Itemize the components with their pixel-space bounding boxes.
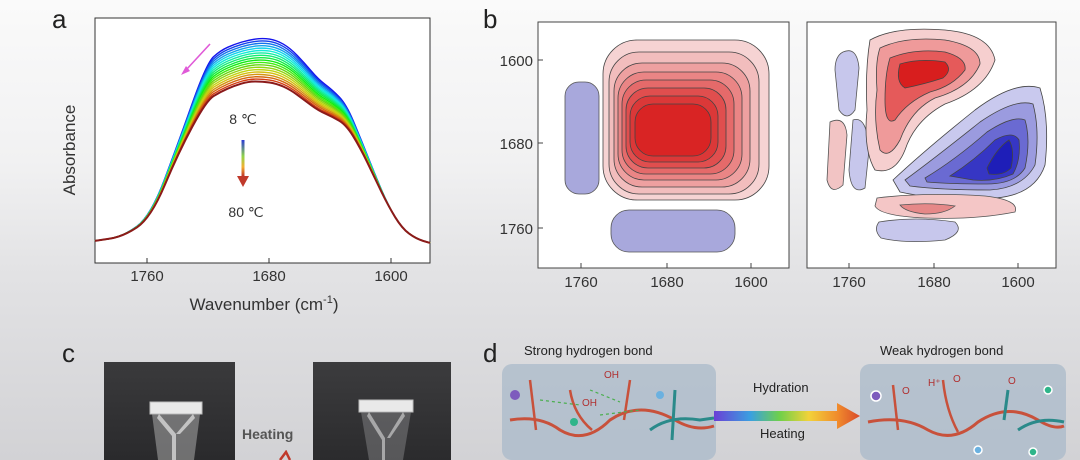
weak-hbond-title: Weak hydrogen bond (880, 343, 1004, 358)
ftir-spectra-group (94, 37, 431, 244)
ftir-ylabel: Absorbance (60, 105, 79, 196)
panel-letter-a: a (52, 4, 67, 34)
map-ytick-label: 1600 (500, 53, 533, 70)
map-ytick-label: 1760 (500, 221, 533, 238)
temp-label-high: 8 ℃ (229, 111, 256, 127)
ftir-xtick-label: 1760 (130, 268, 163, 285)
svg-text:O: O (902, 386, 910, 397)
trend-arrow (181, 43, 211, 75)
weak-hbond-schematic: O O O H⁺ (860, 364, 1066, 460)
correlation-maps: 1600 1680 1760 1760 1680 1600 1760 1680 … (500, 21, 1057, 291)
async-xtick-label: 1760 (832, 274, 865, 291)
map-ytick-label: 1680 (500, 136, 533, 153)
sync-xtick-label: 1600 (734, 274, 767, 291)
svg-text:O: O (953, 374, 961, 385)
ftir-xtick-label: 1600 (374, 268, 407, 285)
hydration-arrow (714, 403, 860, 429)
async-map-contours (826, 28, 1048, 242)
ftir-xtick-label: 1680 (252, 268, 285, 285)
temp-label-low: 80 ℃ (228, 204, 263, 220)
cuvette-before-drawing (149, 401, 203, 460)
strong-hbond-schematic: OH OH (502, 364, 716, 460)
heating-label: Heating (760, 426, 805, 441)
panel-letter-c: c (62, 338, 75, 368)
ftir-chart: 1760 1680 1600 Absorbance Wavenumber (cm… (60, 17, 431, 314)
sync-map-contours (564, 39, 770, 253)
async-xtick-label: 1600 (1001, 274, 1034, 291)
hydrogen-ion-label: H⁺ (928, 378, 941, 389)
svg-text:OH: OH (582, 398, 597, 409)
map-yticks: 1600 1680 1760 (500, 53, 543, 238)
sync-map-xticks: 1760 1680 1600 (564, 263, 768, 291)
temp-gradient-arrow (241, 140, 245, 176)
temp-arrow-head (237, 176, 249, 187)
heating-arrow-label: Heating (242, 426, 294, 442)
svg-text:OH: OH (604, 370, 619, 381)
svg-text:O: O (1008, 376, 1016, 387)
async-map-xticks: 1760 1680 1600 (832, 263, 1035, 291)
strong-hbond-title: Strong hydrogen bond (524, 343, 653, 358)
panel-letter-d: d (483, 338, 498, 368)
ftir-xlabel: Wavenumber (cm-1) (190, 294, 339, 314)
cuvette-after-drawing (358, 399, 414, 460)
cuvette-photo-after (313, 362, 451, 460)
spectrum-line (94, 80, 431, 244)
ftir-plot-frame (94, 17, 431, 264)
cuvette-photo-before (104, 362, 235, 460)
async-xtick-label: 1680 (917, 274, 950, 291)
sync-xtick-label: 1760 (564, 274, 597, 291)
sync-xtick-label: 1680 (650, 274, 683, 291)
panel-letter-b: b (483, 4, 498, 34)
hydration-label: Hydration (753, 380, 809, 395)
heating-arrow-icon (279, 450, 292, 460)
ftir-xticks: 1760 1680 1600 (130, 258, 408, 285)
